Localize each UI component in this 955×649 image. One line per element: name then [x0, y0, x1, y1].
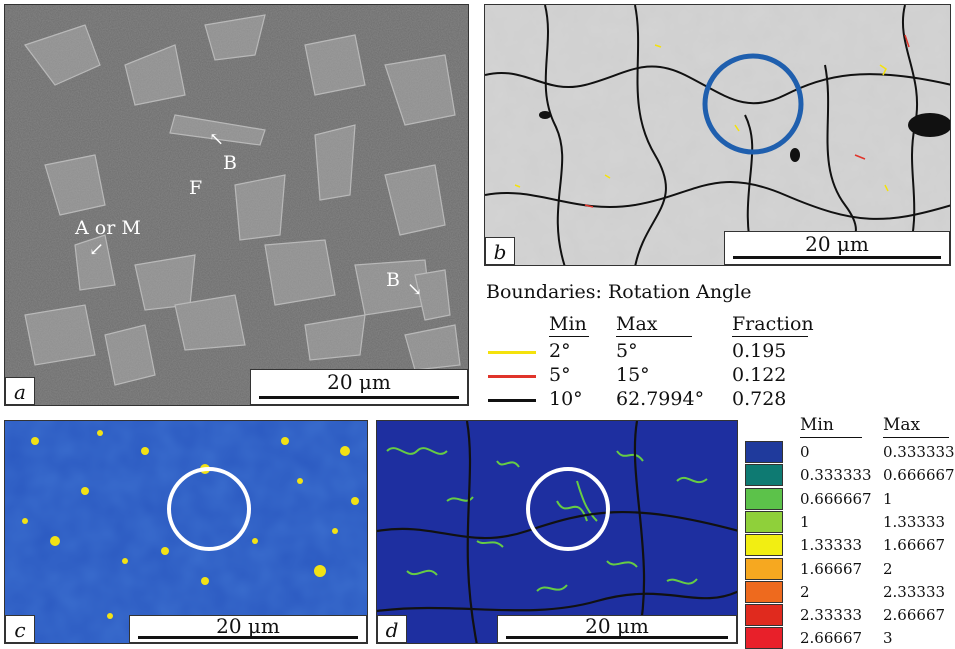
annotation-b-upper: B [223, 152, 237, 174]
colormap-row-max: 2.33333 [883, 582, 946, 601]
boundary-row-fraction: 0.122 [732, 364, 787, 386]
boundary-row-fraction: 0.195 [732, 340, 787, 362]
scale-bar-b: 20 μm [724, 231, 950, 265]
boundary-swatch-red [488, 375, 536, 378]
colormap-swatch [745, 604, 783, 627]
colormap-row-max: 3 [883, 629, 893, 648]
panel-label-b: b [485, 237, 515, 265]
highlight-circle [167, 467, 251, 551]
scale-bar-d: 20 μm [497, 615, 737, 643]
colormap-row-max: 0.333333 [883, 443, 955, 461]
header-underline [549, 336, 589, 337]
scale-bar-text: 20 μm [216, 614, 280, 638]
header-underline [883, 437, 949, 438]
annotation-b-lower: B [386, 269, 400, 291]
colormap-swatch [745, 627, 783, 649]
colormap-header-min: Min [800, 415, 834, 435]
boundary-legend-header-max: Max [616, 313, 658, 335]
colormap-row-max: 1.33333 [883, 512, 946, 531]
colormap-row-max: 1 [883, 489, 893, 508]
colormap-swatch [745, 510, 783, 533]
arrow-icon: ↖ [209, 129, 225, 150]
colormap-swatch [745, 441, 783, 463]
panel-label-c: c [5, 615, 35, 643]
colormap-row-min: 0.333333 [800, 466, 872, 485]
header-underline [616, 336, 692, 337]
colormap-swatch [745, 464, 783, 487]
colormap-row-min: 2.33333 [800, 606, 863, 625]
scale-bar-line [259, 396, 459, 399]
boundary-row-max: 62.7994° [616, 388, 705, 410]
colormap-swatch [745, 580, 783, 603]
colormap-header-max: Max [883, 415, 921, 435]
boundary-legend-header-min: Min [549, 313, 587, 335]
arrow-icon: ↘ [407, 279, 423, 300]
sem-texture [5, 5, 468, 405]
header-underline [732, 336, 808, 337]
colormap-swatch [745, 487, 783, 510]
boundary-legend-title: Boundaries: Rotation Angle [486, 281, 752, 303]
boundary-map-image [485, 5, 950, 265]
colormap-row-min: 2.66667 [800, 629, 863, 648]
colormap-row-min: 1.33333 [800, 536, 863, 555]
arrow-icon: ↙ [89, 239, 105, 260]
header-underline [800, 437, 862, 438]
kam-map-image [377, 421, 737, 643]
colormap-swatch [745, 557, 783, 580]
scale-bar-text: 20 μm [585, 614, 649, 638]
panel-c-phase-map: c 20 μm [4, 420, 368, 644]
panel-b-boundary-map: b 20 μm [484, 4, 951, 266]
scale-bar-text: 20 μm [805, 232, 869, 256]
scale-bar-a: 20 μm [250, 369, 468, 405]
panel-label-a: a [5, 377, 35, 405]
boundary-row-min: 5° [549, 364, 571, 386]
boundary-row-max: 15° [616, 364, 650, 386]
scale-bar-c: 20 μm [129, 615, 367, 643]
boundary-row-fraction: 0.728 [732, 388, 787, 410]
boundary-legend-header-fraction: Fraction [732, 313, 814, 335]
phase-map-image [5, 421, 367, 643]
colormap-row-max: 0.666667 [883, 466, 955, 485]
highlight-circle [702, 53, 804, 155]
colormap-row-min: 2 [800, 582, 810, 601]
colormap-row-max: 2.66667 [883, 606, 946, 625]
colormap-row-min: 0.666667 [800, 489, 872, 508]
scale-bar-line [733, 256, 941, 259]
colormap-row-min: 1 [800, 512, 810, 531]
panel-label-d: d [377, 615, 407, 643]
colormap-row-min: 1.66667 [800, 559, 863, 578]
highlight-circle [526, 467, 610, 551]
scale-bar-line [138, 636, 358, 639]
colormap-row-max: 1.66667 [883, 536, 946, 555]
scale-bar-line [506, 636, 728, 639]
scale-bar-text: 20 μm [327, 370, 391, 394]
boundary-row-max: 5° [616, 340, 638, 362]
boundary-row-min: 10° [549, 388, 583, 410]
annotation-a-or-m: A or M [75, 217, 141, 239]
boundary-row-min: 2° [549, 340, 571, 362]
colormap-swatch [745, 534, 783, 557]
annotation-f: F [189, 177, 203, 199]
panel-d-kam-map: d 20 μm [376, 420, 738, 644]
colormap-row-min: 0 [800, 443, 810, 461]
colormap-row-max: 2 [883, 559, 893, 578]
panel-a-sem-micrograph: B ↖ F A or M ↙ B ↘ a 20 μm [4, 4, 469, 406]
boundary-swatch-black [488, 399, 536, 402]
boundary-swatch-yellow [488, 351, 536, 354]
